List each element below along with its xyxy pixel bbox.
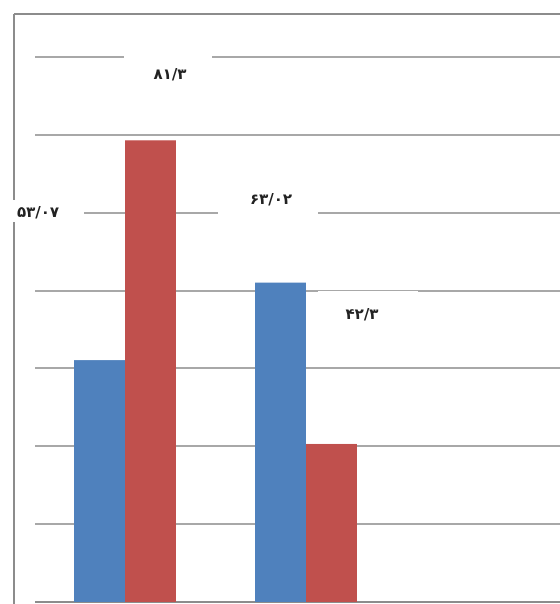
data-labels: ۵۳/۰۷ ۸۱/۳ ۶۳/۰۲ ۴۲/۳	[0, 50, 418, 331]
data-label-0-0: ۵۳/۰۷	[17, 203, 59, 221]
data-label-0-1: ۶۳/۰۲	[250, 190, 292, 208]
label-bg-0-1	[218, 184, 318, 218]
label-bg-1-0	[124, 50, 212, 84]
label-bg-0-0	[0, 200, 84, 222]
bar-s1-c1	[306, 443, 357, 602]
bar-s0-c1	[255, 282, 306, 602]
bar-s0-c0	[74, 360, 125, 602]
data-label-1-0: ۸۱/۳	[154, 65, 187, 83]
data-label-1-1: ۴۲/۳	[346, 305, 379, 323]
bar-s1-c0	[125, 140, 176, 603]
bars	[74, 140, 357, 603]
chart-frame	[13, 13, 560, 604]
label-bg-1-1	[318, 291, 418, 331]
